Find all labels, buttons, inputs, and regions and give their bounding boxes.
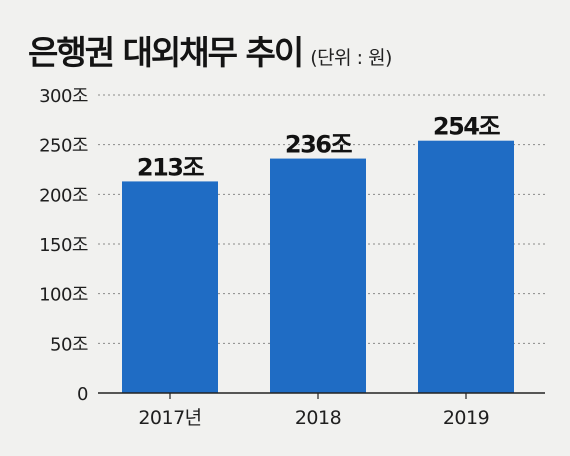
data-label: 254조 [433,113,501,141]
bar [418,140,514,393]
unit-note: (단위 : 원) [310,47,392,69]
chart-title: 은행권 대외채무 추이 [28,33,304,72]
y-tick-label: 200조 [39,185,88,206]
x-tick-label: 2017년 [138,407,201,429]
y-tick-label: 100조 [39,285,88,306]
y-tick-label: 0 [77,384,88,405]
bar [122,181,218,393]
y-tick-label: 300조 [39,86,88,107]
title-row: 은행권 대외채무 추이 (단위 : 원) [28,26,392,74]
y-tick-label: 50조 [50,334,88,355]
y-tick-label: 250조 [39,136,88,157]
x-tick-label: 2018 [295,407,341,429]
data-label: 236조 [285,131,353,159]
y-tick-label: 150조 [39,235,88,256]
bar [270,158,366,393]
x-tick-label: 2019 [443,407,489,429]
data-label: 213조 [137,153,205,181]
